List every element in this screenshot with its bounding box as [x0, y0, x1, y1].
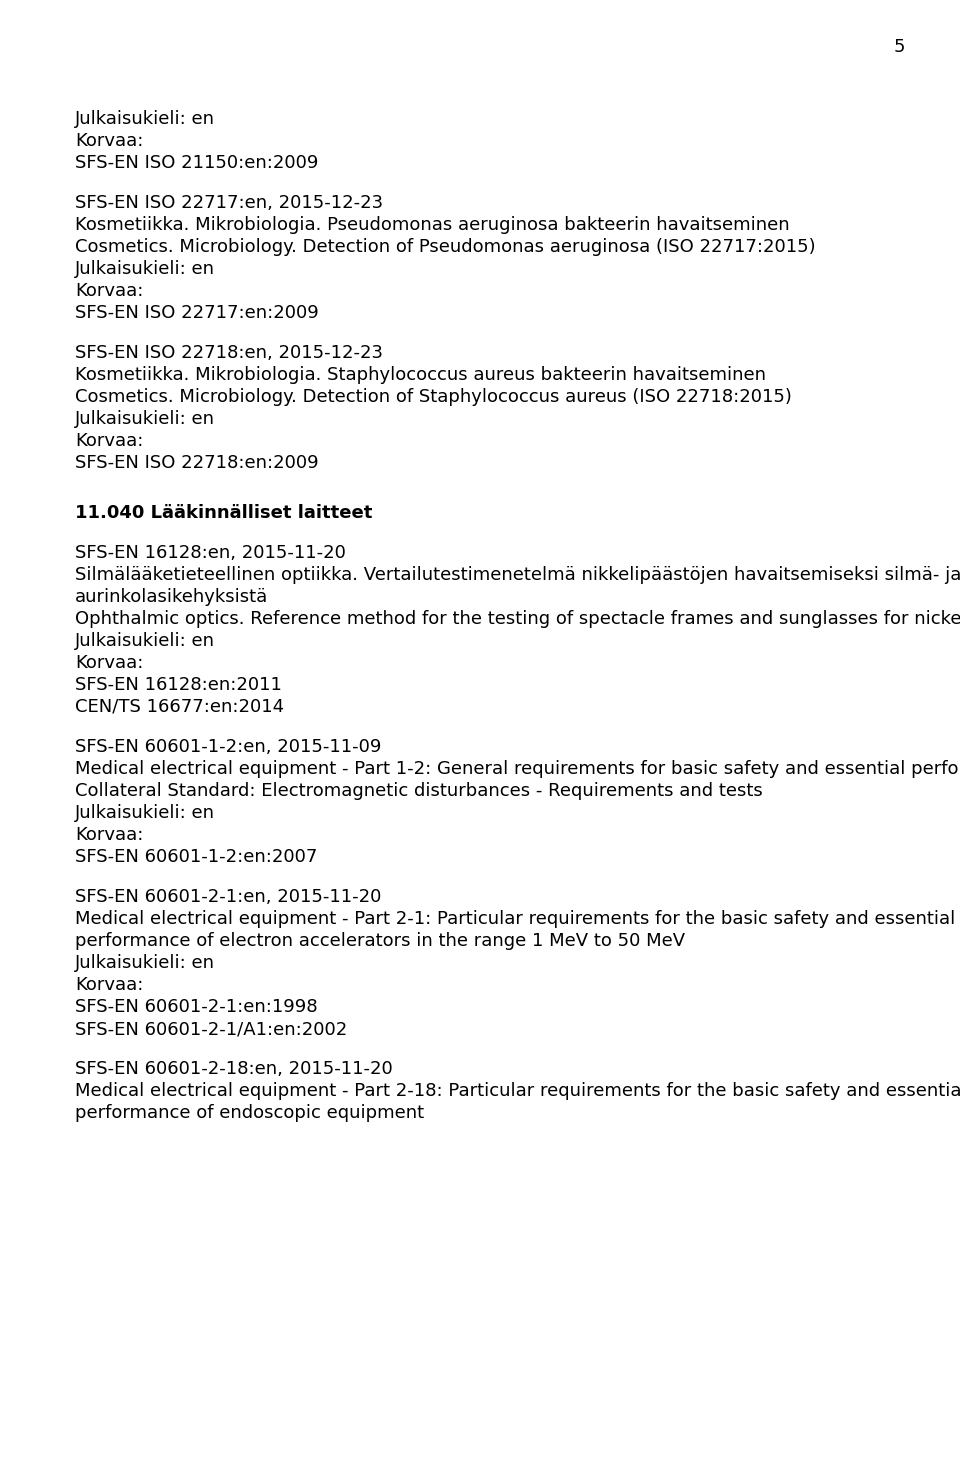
- Text: Silmälääketieteellinen optiikka. Vertailutestimenetelmä nikkelipäästöjen havaits: Silmälääketieteellinen optiikka. Vertail…: [75, 565, 960, 584]
- Text: 5: 5: [894, 38, 905, 55]
- Text: Korvaa:: Korvaa:: [75, 283, 143, 300]
- Text: Julkaisukieli: en: Julkaisukieli: en: [75, 109, 215, 128]
- Text: SFS-EN ISO 22717:en:2009: SFS-EN ISO 22717:en:2009: [75, 305, 319, 322]
- Text: Julkaisukieli: en: Julkaisukieli: en: [75, 632, 215, 650]
- Text: SFS-EN 60601-1-2:en:2007: SFS-EN 60601-1-2:en:2007: [75, 848, 318, 865]
- Text: SFS-EN ISO 22717:en, 2015-12-23: SFS-EN ISO 22717:en, 2015-12-23: [75, 194, 383, 213]
- Text: Korvaa:: Korvaa:: [75, 133, 143, 150]
- Text: Ophthalmic optics. Reference method for the testing of spectacle frames and sung: Ophthalmic optics. Reference method for …: [75, 610, 960, 628]
- Text: Korvaa:: Korvaa:: [75, 826, 143, 844]
- Text: Cosmetics. Microbiology. Detection of Staphylococcus aureus (ISO 22718:2015): Cosmetics. Microbiology. Detection of St…: [75, 388, 792, 407]
- Text: SFS-EN 60601-2-1:en, 2015-11-20: SFS-EN 60601-2-1:en, 2015-11-20: [75, 887, 381, 906]
- Text: SFS-EN ISO 21150:en:2009: SFS-EN ISO 21150:en:2009: [75, 154, 319, 172]
- Text: Medical electrical equipment - Part 2-1: Particular requirements for the basic s: Medical electrical equipment - Part 2-1:…: [75, 911, 955, 928]
- Text: Cosmetics. Microbiology. Detection of Pseudomonas aeruginosa (ISO 22717:2015): Cosmetics. Microbiology. Detection of Ps…: [75, 237, 816, 256]
- Text: Julkaisukieli: en: Julkaisukieli: en: [75, 409, 215, 428]
- Text: SFS-EN 60601-2-18:en, 2015-11-20: SFS-EN 60601-2-18:en, 2015-11-20: [75, 1061, 393, 1078]
- Text: SFS-EN ISO 22718:en:2009: SFS-EN ISO 22718:en:2009: [75, 455, 319, 472]
- Text: Julkaisukieli: en: Julkaisukieli: en: [75, 954, 215, 972]
- Text: Korvaa:: Korvaa:: [75, 654, 143, 672]
- Text: Korvaa:: Korvaa:: [75, 976, 143, 994]
- Text: Korvaa:: Korvaa:: [75, 431, 143, 450]
- Text: CEN/TS 16677:en:2014: CEN/TS 16677:en:2014: [75, 698, 284, 715]
- Text: aurinkolasikehyksistä: aurinkolasikehyksistä: [75, 589, 268, 606]
- Text: performance of electron accelerators in the range 1 MeV to 50 MeV: performance of electron accelerators in …: [75, 932, 685, 950]
- Text: Kosmetiikka. Mikrobiologia. Pseudomonas aeruginosa bakteerin havaitseminen: Kosmetiikka. Mikrobiologia. Pseudomonas …: [75, 216, 790, 235]
- Text: Julkaisukieli: en: Julkaisukieli: en: [75, 259, 215, 278]
- Text: SFS-EN 16128:en:2011: SFS-EN 16128:en:2011: [75, 676, 282, 694]
- Text: Kosmetiikka. Mikrobiologia. Staphylococcus aureus bakteerin havaitseminen: Kosmetiikka. Mikrobiologia. Staphylococc…: [75, 366, 766, 385]
- Text: 11.040 Lääkinnälliset laitteet: 11.040 Lääkinnälliset laitteet: [75, 504, 372, 522]
- Text: SFS-EN 60601-1-2:en, 2015-11-09: SFS-EN 60601-1-2:en, 2015-11-09: [75, 739, 381, 756]
- Text: Collateral Standard: Electromagnetic disturbances - Requirements and tests: Collateral Standard: Electromagnetic dis…: [75, 782, 763, 800]
- Text: SFS-EN 60601-2-1:en:1998: SFS-EN 60601-2-1:en:1998: [75, 998, 318, 1016]
- Text: SFS-EN 60601-2-1/A1:en:2002: SFS-EN 60601-2-1/A1:en:2002: [75, 1020, 348, 1037]
- Text: SFS-EN ISO 22718:en, 2015-12-23: SFS-EN ISO 22718:en, 2015-12-23: [75, 344, 383, 361]
- Text: Medical electrical equipment - Part 2-18: Particular requirements for the basic : Medical electrical equipment - Part 2-18…: [75, 1083, 960, 1100]
- Text: SFS-EN 16128:en, 2015-11-20: SFS-EN 16128:en, 2015-11-20: [75, 543, 346, 562]
- Text: performance of endoscopic equipment: performance of endoscopic equipment: [75, 1104, 424, 1122]
- Text: Julkaisukieli: en: Julkaisukieli: en: [75, 804, 215, 822]
- Text: Medical electrical equipment - Part 1-2: General requirements for basic safety a: Medical electrical equipment - Part 1-2:…: [75, 761, 960, 778]
